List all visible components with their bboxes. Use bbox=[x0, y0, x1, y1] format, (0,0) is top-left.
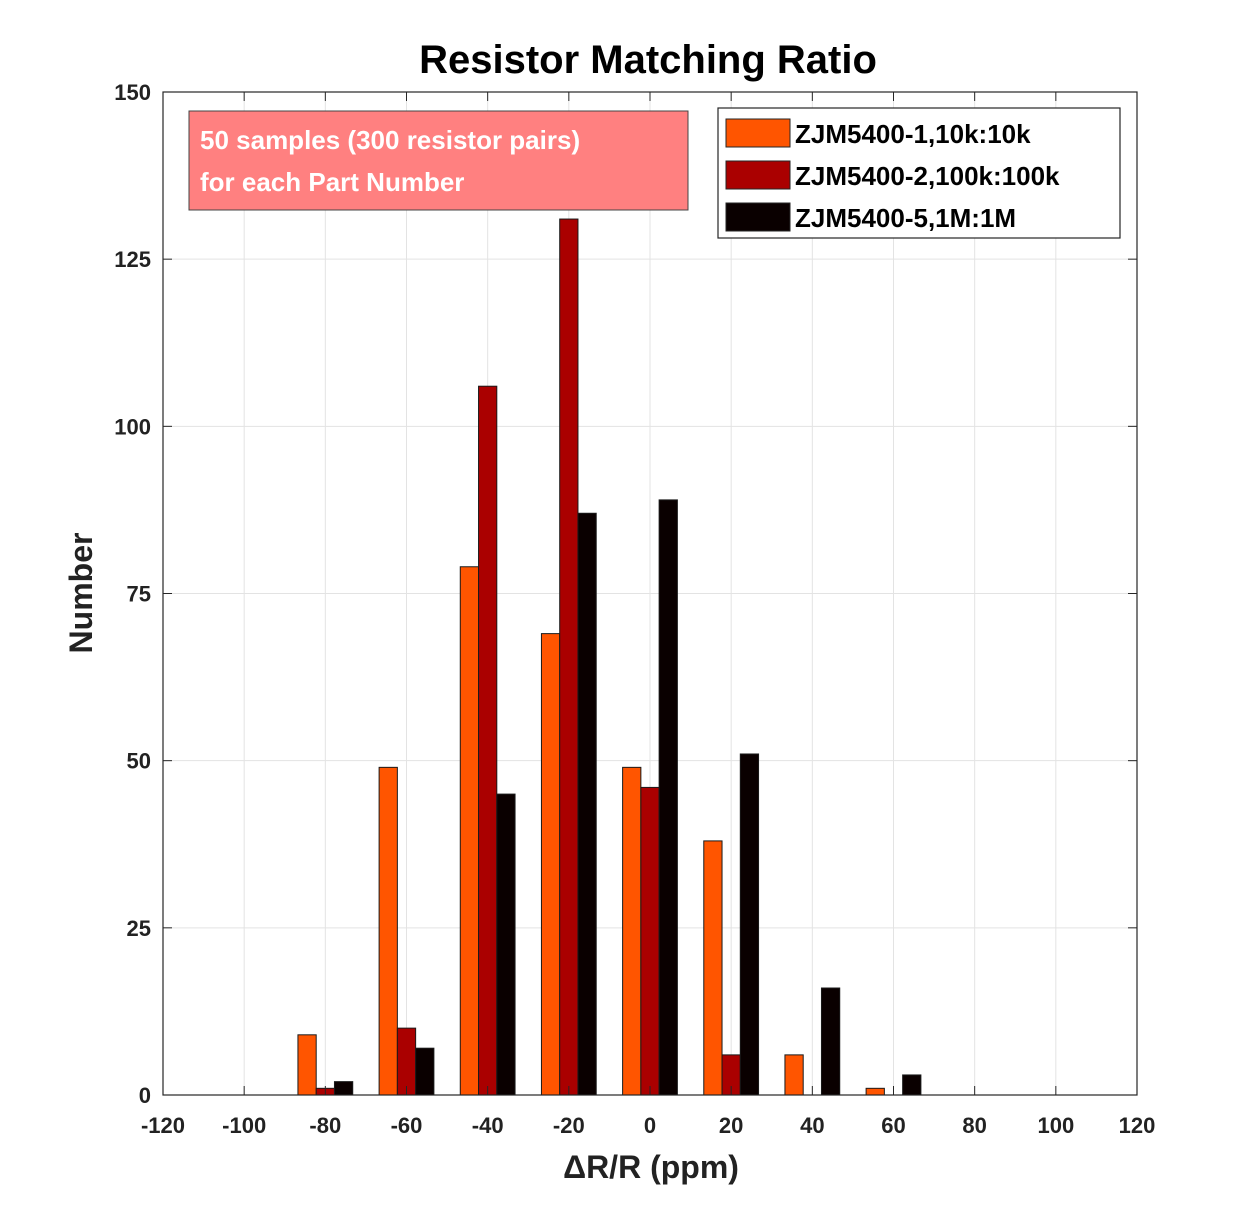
x-tick-label: -60 bbox=[391, 1113, 423, 1138]
legend-swatch-series-2 bbox=[725, 160, 791, 190]
y-tick-label: 150 bbox=[114, 80, 151, 105]
annotation-line-1: 50 samples (300 resistor pairs) bbox=[200, 125, 580, 155]
legend-swatch-series-1 bbox=[725, 118, 791, 148]
x-tick-label: -80 bbox=[309, 1113, 341, 1138]
bar-series-2 bbox=[559, 218, 579, 1096]
y-tick-label: 100 bbox=[114, 414, 151, 439]
x-tick-label: 20 bbox=[719, 1113, 743, 1138]
annotation-background bbox=[188, 110, 689, 211]
bar-series-3 bbox=[739, 753, 760, 1096]
x-tick-label: 80 bbox=[962, 1113, 986, 1138]
bar-series-3 bbox=[902, 1074, 922, 1096]
bar-series-3 bbox=[415, 1047, 435, 1096]
bar-series-1 bbox=[459, 566, 480, 1096]
y-tick-label: 75 bbox=[127, 582, 151, 607]
bar-series-1 bbox=[297, 1034, 317, 1096]
x-tick-label: 60 bbox=[881, 1113, 905, 1138]
legend-label-series-1: ZJM5400-1,10k:10k bbox=[795, 119, 1031, 149]
bar-series-1 bbox=[622, 766, 642, 1096]
grid-lines bbox=[163, 92, 1137, 1095]
bar-series-3 bbox=[658, 499, 678, 1096]
bar-series-1 bbox=[784, 1054, 804, 1096]
y-tick-label: 25 bbox=[127, 916, 151, 941]
legend-label-series-3: ZJM5400-5,1M:1M bbox=[795, 203, 1016, 233]
bar-series-1 bbox=[378, 766, 398, 1096]
legend-label-series-2: ZJM5400-2,100k:100k bbox=[795, 161, 1060, 191]
ticks: -120 -100 -80 -60 -40 -20 0 20 40 60 80 100 120 0 25 50… bbox=[114, 80, 1155, 1138]
bar-series-1 bbox=[703, 840, 723, 1096]
x-tick-label: -100 bbox=[222, 1113, 266, 1138]
bar-series-3 bbox=[577, 512, 597, 1096]
bars bbox=[297, 218, 922, 1096]
x-tick-label: -20 bbox=[553, 1113, 585, 1138]
x-tick-label: 40 bbox=[800, 1113, 824, 1138]
y-tick-label: 0 bbox=[139, 1083, 151, 1108]
x-tick-label: -120 bbox=[141, 1113, 185, 1138]
y-tick-label: 125 bbox=[114, 247, 151, 272]
x-tick-label: 0 bbox=[644, 1113, 656, 1138]
bar-series-3 bbox=[333, 1081, 354, 1096]
annotation-box: 50 samples (300 resistor pairs) for each… bbox=[188, 110, 689, 211]
chart-title: Resistor Matching Ratio bbox=[419, 38, 877, 82]
legend: ZJM5400-1,10k:10k ZJM5400-2,100k:100k ZJ… bbox=[717, 107, 1121, 239]
x-axis-label: ΔR/R (ppm) bbox=[563, 1149, 739, 1185]
bar-series-2 bbox=[478, 385, 498, 1096]
legend-swatch-series-3 bbox=[725, 202, 791, 232]
bar-series-2 bbox=[396, 1027, 417, 1096]
annotation-line-2: for each Part Number bbox=[200, 167, 464, 197]
x-tick-label: 100 bbox=[1037, 1113, 1074, 1138]
bar-series-3 bbox=[820, 987, 841, 1096]
bar-series-3 bbox=[496, 793, 516, 1096]
x-tick-label: -40 bbox=[472, 1113, 504, 1138]
bar-series-2 bbox=[640, 786, 660, 1096]
y-axis-label: Number bbox=[63, 533, 99, 654]
bar-series-1 bbox=[540, 633, 561, 1096]
y-tick-label: 50 bbox=[127, 749, 151, 774]
x-tick-label: 120 bbox=[1119, 1113, 1156, 1138]
bar-series-1 bbox=[865, 1087, 885, 1096]
